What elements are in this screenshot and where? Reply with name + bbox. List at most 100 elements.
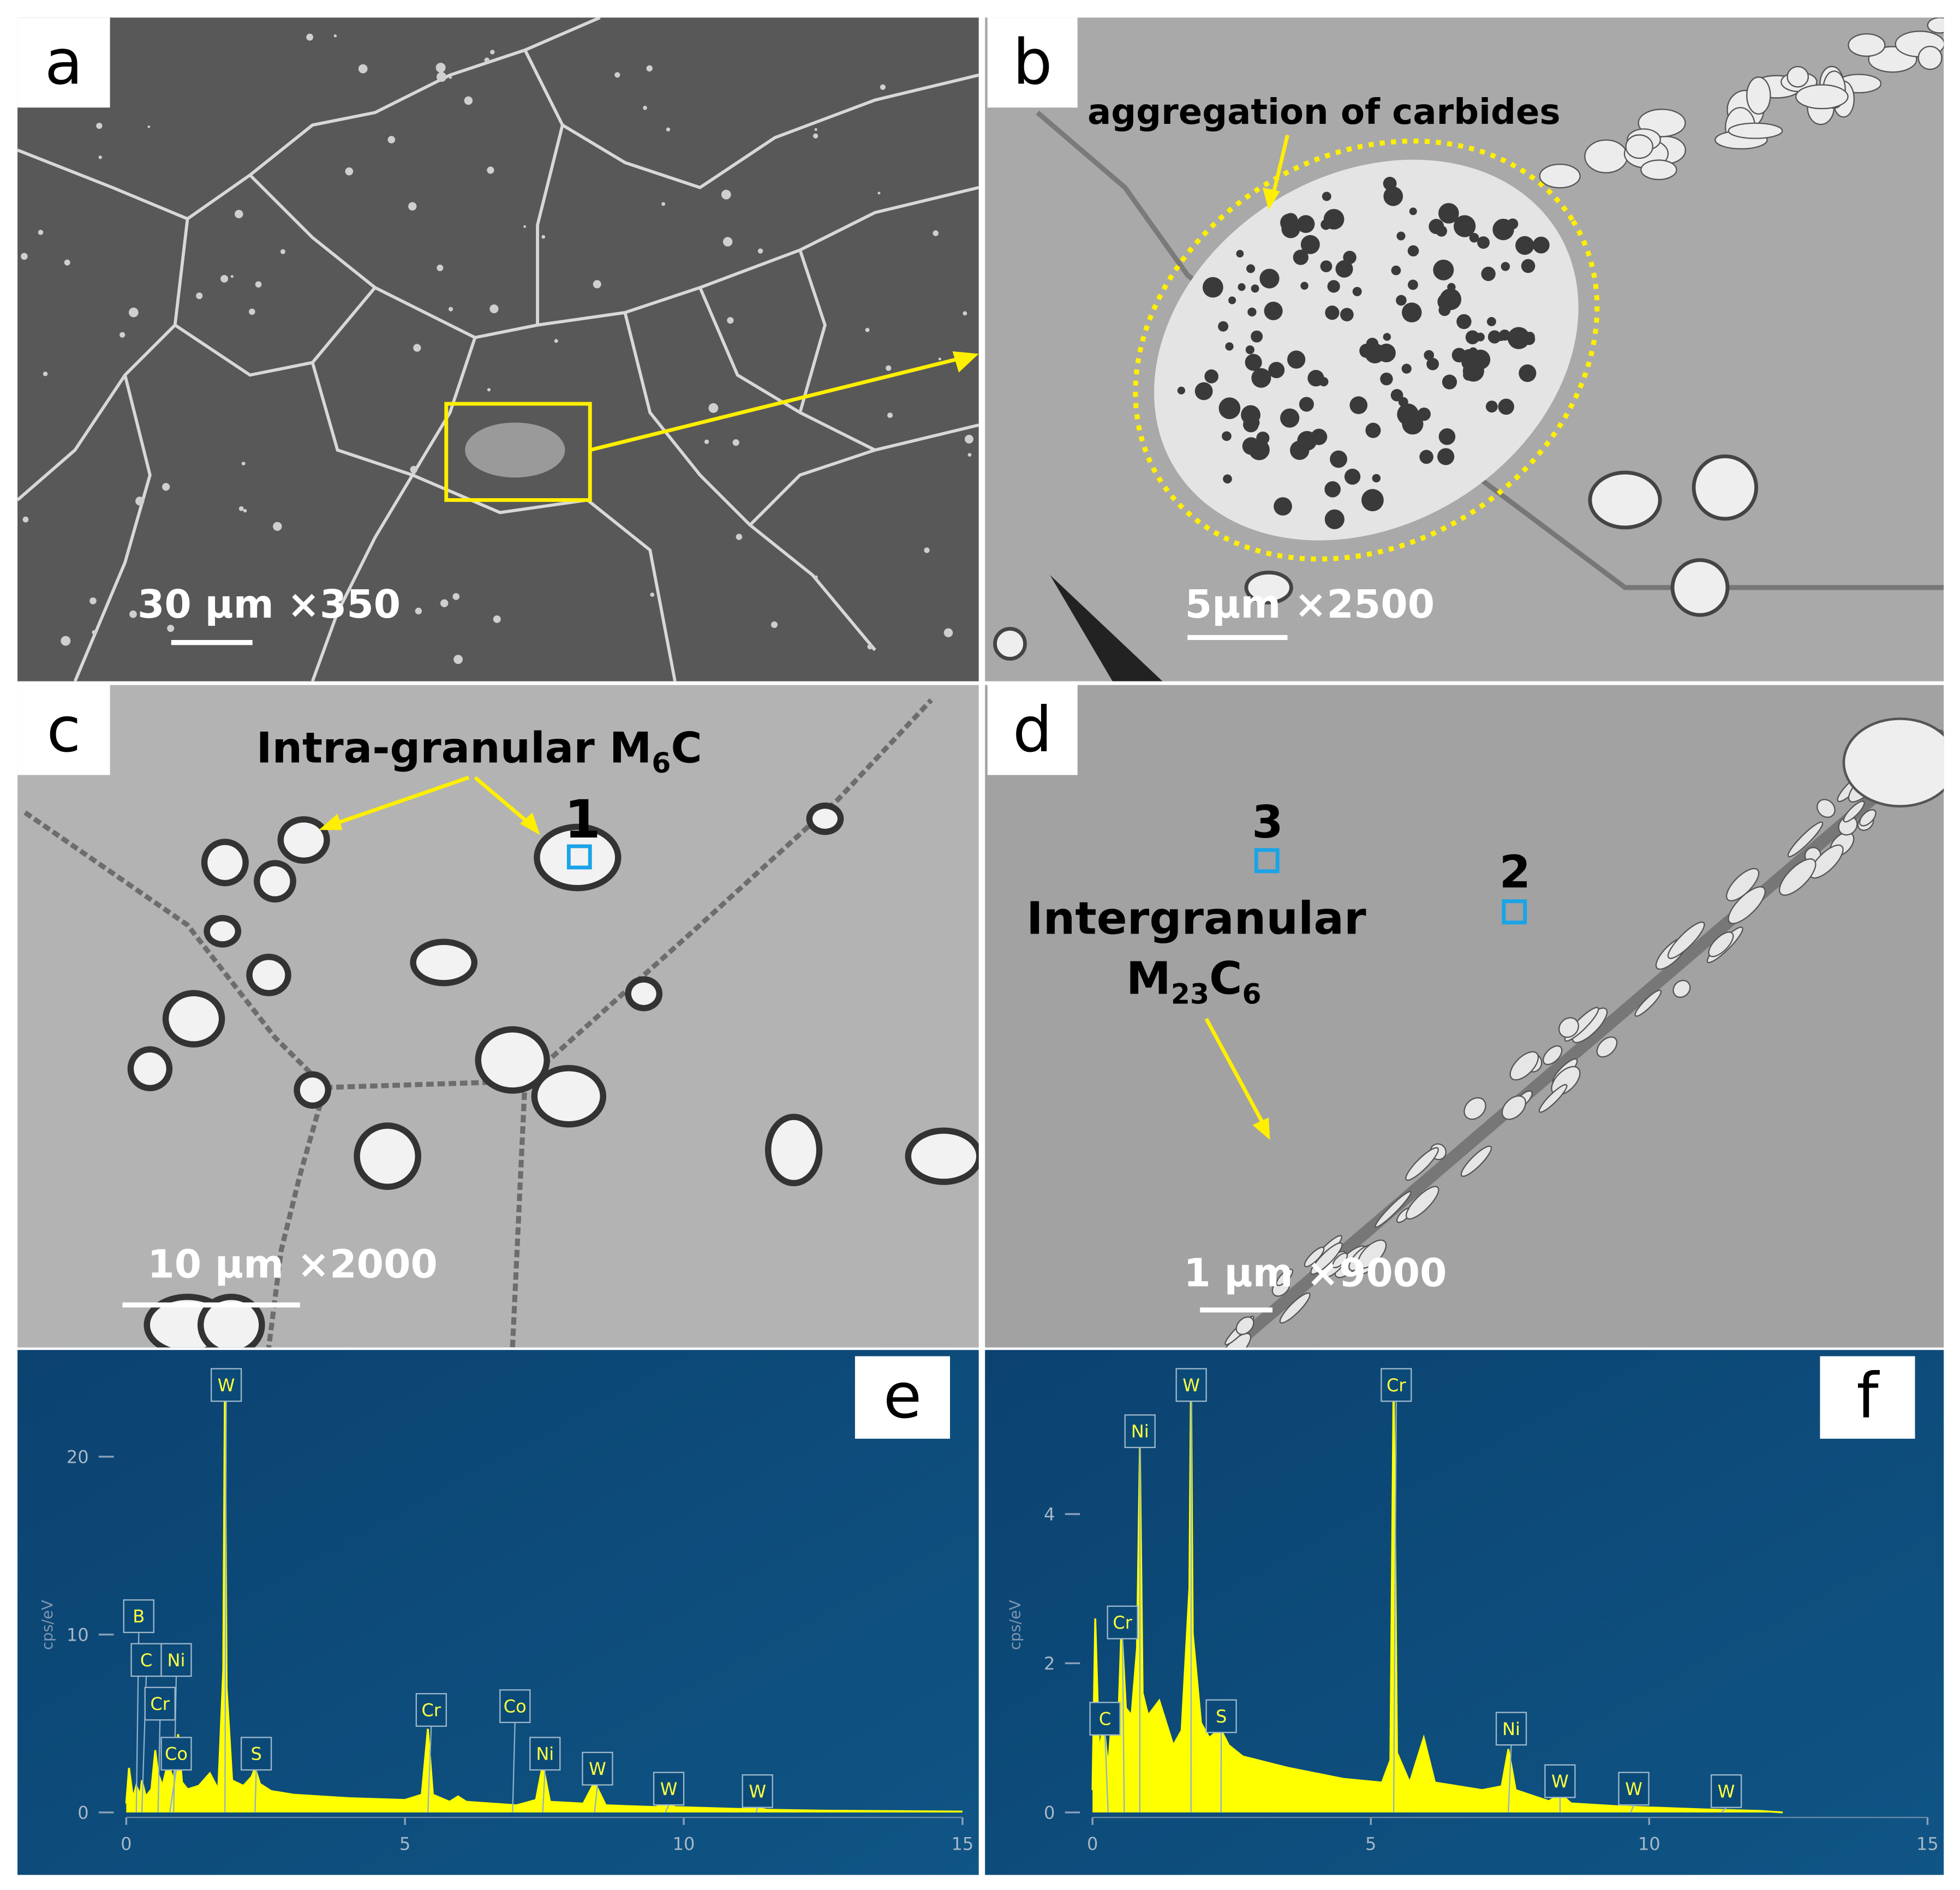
precipitate: [877, 192, 881, 195]
spectrum-fill: [1092, 1375, 1783, 1813]
precipitate: [757, 248, 763, 254]
arrow: [474, 776, 533, 827]
grain-boundary: [17, 17, 601, 221]
annotation: Intergranular: [1026, 892, 1366, 944]
peak-label-box: [499, 1689, 531, 1724]
pore: [1361, 489, 1384, 512]
pore: [1349, 396, 1368, 414]
carbide: [1842, 717, 1944, 808]
precipitate: [708, 403, 719, 413]
peak-label: Ni: [536, 1744, 554, 1765]
peak-label-box: [1544, 1764, 1576, 1798]
pore: [1465, 330, 1480, 344]
pore: [1324, 481, 1341, 498]
point-marker: [1254, 848, 1280, 874]
pore: [1396, 231, 1406, 241]
carbide: [993, 626, 1027, 661]
peak-label: W: [218, 1375, 235, 1396]
x-tick-label: 10: [1638, 1834, 1660, 1855]
precipitate: [736, 534, 743, 540]
grain-boundary: [325, 698, 934, 1090]
precipitate: [358, 64, 368, 74]
pore: [1507, 327, 1530, 349]
carbide: [1809, 844, 1844, 879]
pore: [1319, 377, 1329, 387]
carbide: [1692, 454, 1759, 521]
carbide: [1672, 979, 1691, 998]
pore: [1324, 509, 1344, 529]
peak-leader: [755, 1807, 758, 1813]
pore: [1280, 408, 1300, 428]
scale-label: 1 µm ×9000: [1184, 1250, 1447, 1295]
peak-leader: [594, 1785, 599, 1813]
pore: [1424, 350, 1435, 361]
zoom-box: [444, 402, 592, 502]
precipitate: [814, 575, 818, 579]
peak-leader: [542, 1769, 546, 1813]
annotation-subscript: 6: [652, 747, 671, 779]
pore: [1477, 236, 1490, 249]
pore: [1238, 283, 1246, 291]
precipitate: [119, 332, 126, 338]
pore: [1409, 207, 1417, 216]
particle: [911, 1133, 977, 1179]
peak-label: B: [133, 1606, 145, 1627]
carbide: [1708, 931, 1734, 958]
scale-label: 10 µm ×2000: [147, 1241, 438, 1287]
precipitate: [865, 327, 870, 332]
peak-label: Ni: [1131, 1421, 1149, 1442]
carbide: [1625, 134, 1654, 159]
peak-leader: [665, 1804, 670, 1813]
peak-leader: [427, 1726, 432, 1813]
label-box: [854, 1356, 951, 1439]
pore: [1323, 208, 1344, 230]
precipitate: [64, 259, 70, 266]
annotation-part: M: [1126, 952, 1171, 1004]
precipitate: [128, 307, 139, 318]
peak-label-box: [1107, 1605, 1138, 1640]
pore: [1280, 213, 1299, 232]
pore: [1290, 440, 1310, 460]
pore: [1241, 405, 1260, 425]
pore: [1228, 296, 1236, 304]
x-tick-label: 15: [1916, 1834, 1939, 1855]
panel-label: e: [883, 1360, 922, 1433]
precipitate: [924, 547, 930, 553]
pore: [1377, 343, 1396, 363]
carbide: [1917, 45, 1943, 70]
peak-label: W: [589, 1759, 606, 1779]
precipitate: [722, 237, 733, 247]
precipitate: [230, 275, 234, 278]
arrow-head: [319, 814, 343, 830]
particle: [260, 866, 290, 896]
precipitate: [306, 33, 314, 41]
spectrum-line: [125, 1385, 963, 1813]
precipitate: [814, 128, 817, 131]
carbide: [1539, 163, 1581, 189]
precipitate: [964, 434, 973, 444]
precipitate: [408, 202, 417, 211]
precipitate: [867, 644, 873, 650]
panel-label: c: [46, 694, 81, 767]
particle: [771, 1120, 816, 1180]
peak-label: Ni: [168, 1650, 186, 1671]
peak-leader: [1104, 1735, 1109, 1813]
precipitate: [880, 84, 886, 90]
annotation-part: Intra-granular M: [256, 724, 652, 773]
carbide: [1310, 1242, 1343, 1275]
peak-label: Cr: [422, 1700, 441, 1720]
precipitate: [440, 599, 449, 607]
precipitate: [345, 167, 354, 176]
pore: [1251, 368, 1271, 388]
precipitate: [243, 509, 247, 513]
pore: [1481, 266, 1496, 282]
precipitate: [487, 166, 494, 174]
pore: [1251, 284, 1259, 293]
pore: [1218, 397, 1241, 420]
carbide: [1332, 1252, 1348, 1269]
precipitate: [196, 292, 203, 300]
pore: [1469, 232, 1479, 243]
y-axis-label: cps/eV: [1006, 1600, 1024, 1650]
peak-leader: [1721, 1807, 1727, 1813]
precipitate: [255, 281, 262, 288]
